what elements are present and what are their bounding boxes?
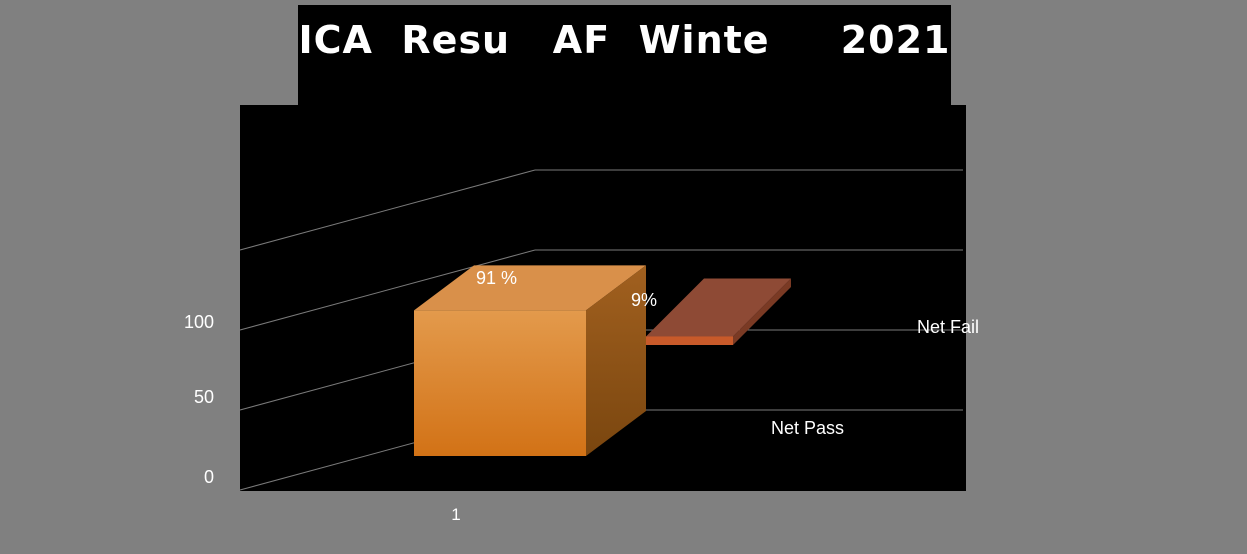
bar-net-pass-top: [414, 265, 646, 311]
data-labels: 91 % 9% Net Pass Net Fail: [476, 268, 979, 438]
bar-net-fail-side: [733, 278, 791, 345]
bar-net-pass-side: [586, 265, 646, 456]
gridline-side: [239, 249, 536, 331]
y-tick-labels: 0 50 100: [184, 312, 214, 487]
category-label: 1: [451, 505, 460, 524]
y-tick-label: 50: [194, 387, 214, 407]
gridline-side: [239, 169, 536, 251]
y-tick-label: 100: [184, 312, 214, 332]
bar-net-fail-front: [646, 336, 733, 345]
category-labels: 1: [451, 505, 460, 524]
bar-net-fail-top: [646, 278, 791, 337]
series-label-net-pass: Net Pass: [771, 418, 844, 438]
chart-title: ICA Resu AF Winte 2021: [298, 18, 951, 62]
bars: [414, 265, 791, 456]
series-label-net-fail: Net Fail: [917, 317, 979, 337]
title-background: [298, 5, 951, 105]
y-tick-label: 0: [204, 467, 214, 487]
bar-net-pass-front: [414, 310, 586, 456]
data-label-net-fail: 9%: [631, 290, 657, 310]
data-label-net-pass: 91 %: [476, 268, 517, 288]
